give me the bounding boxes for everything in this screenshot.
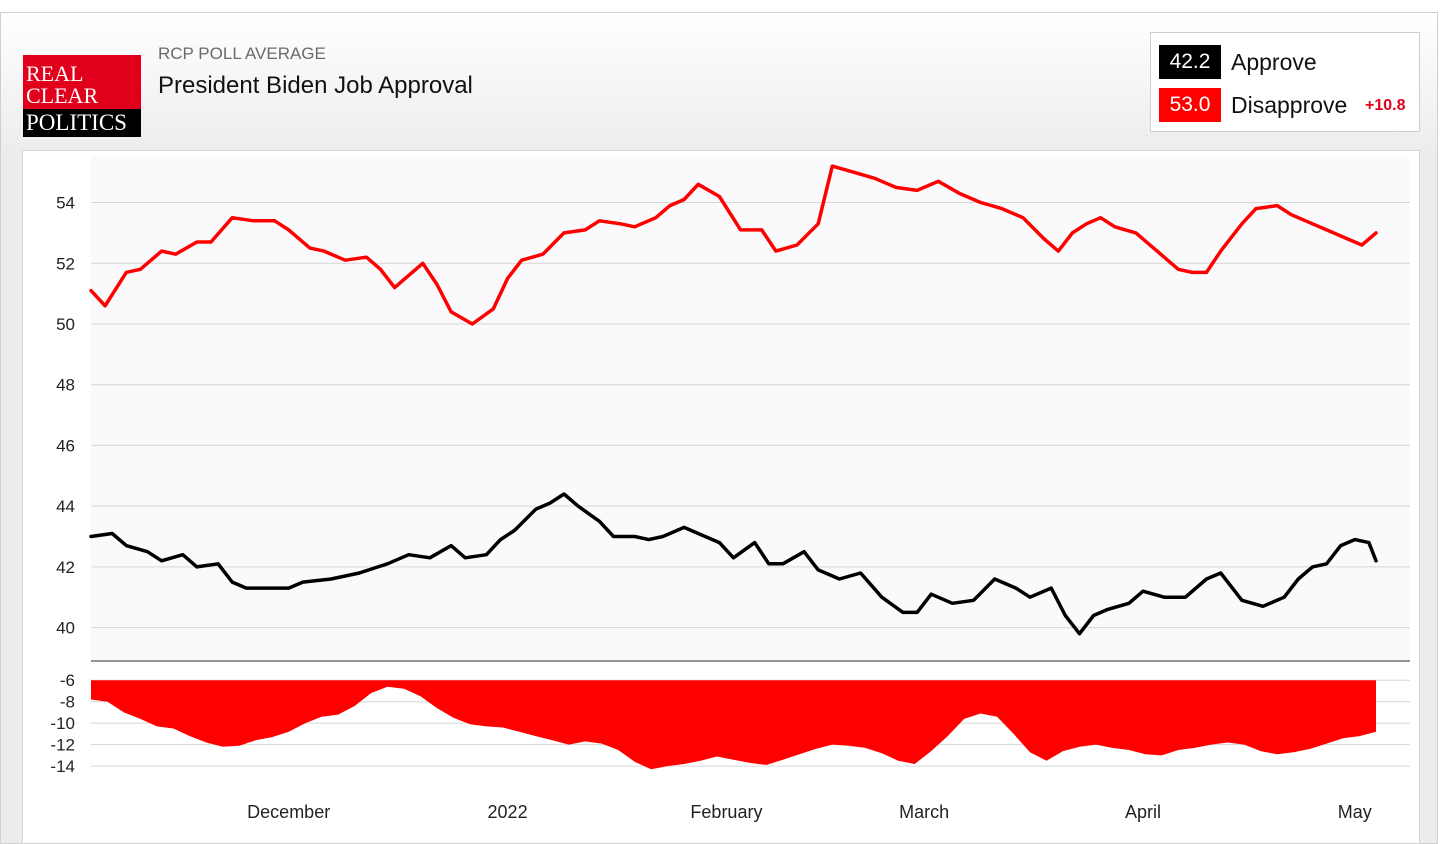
series-line-approve xyxy=(89,492,1378,636)
x-tick-label: December xyxy=(247,802,330,822)
y-tick-label: 48 xyxy=(56,376,75,395)
y-tick-label: -12 xyxy=(50,736,75,755)
logo-line-2: CLEAR xyxy=(26,83,99,108)
logo-line-1: REAL xyxy=(26,61,84,86)
spread-area xyxy=(91,680,1376,770)
y-tick-label: 40 xyxy=(56,619,75,638)
approve-label: Approve xyxy=(1231,49,1317,75)
x-tick-label: 2022 xyxy=(488,802,528,822)
y-tick-label: 52 xyxy=(56,254,75,273)
y-tick-label: 44 xyxy=(56,497,75,516)
plot-area xyxy=(91,157,1410,661)
y-tick-label: -8 xyxy=(60,693,75,712)
chart-subtitle: RCP POLL AVERAGE xyxy=(158,44,326,63)
y-tick-label: 46 xyxy=(56,436,75,455)
y-tick-label: 50 xyxy=(56,315,75,334)
y-tick-label: 54 xyxy=(56,194,75,213)
chart-svg[interactable]: 40 42 44 46 48 50 52 54 -6 -8 -10 -12 -14 December 202… xyxy=(23,151,1419,843)
y-tick-label: -10 xyxy=(50,714,75,733)
x-tick-label: March xyxy=(899,802,949,822)
spread-value: +10.8 xyxy=(1365,97,1406,114)
y-tick-label: -6 xyxy=(60,671,75,690)
y-tick-label: -14 xyxy=(50,757,75,776)
x-tick-label: May xyxy=(1338,802,1372,822)
chart-title: President Biden Job Approval xyxy=(158,72,473,99)
y-tick-label: 42 xyxy=(56,558,75,577)
x-tick-label: February xyxy=(690,802,762,822)
logo[interactable]: REAL CLEAR POLITICS xyxy=(23,55,141,137)
x-tick-label: April xyxy=(1125,802,1161,822)
legend: 42.2 Approve 53.0 Disapprove +10.8 xyxy=(1150,32,1420,132)
disapprove-label: Disapprove xyxy=(1231,92,1348,118)
chart-panel: 40 42 44 46 48 50 52 54 -6 -8 -10 -12 -14 December 202… xyxy=(22,150,1420,844)
approve-value: 42.2 xyxy=(1159,45,1221,79)
disapprove-value: 53.0 xyxy=(1159,88,1221,122)
logo-line-3: POLITICS xyxy=(23,109,141,137)
series-line-disapprove xyxy=(89,164,1378,326)
